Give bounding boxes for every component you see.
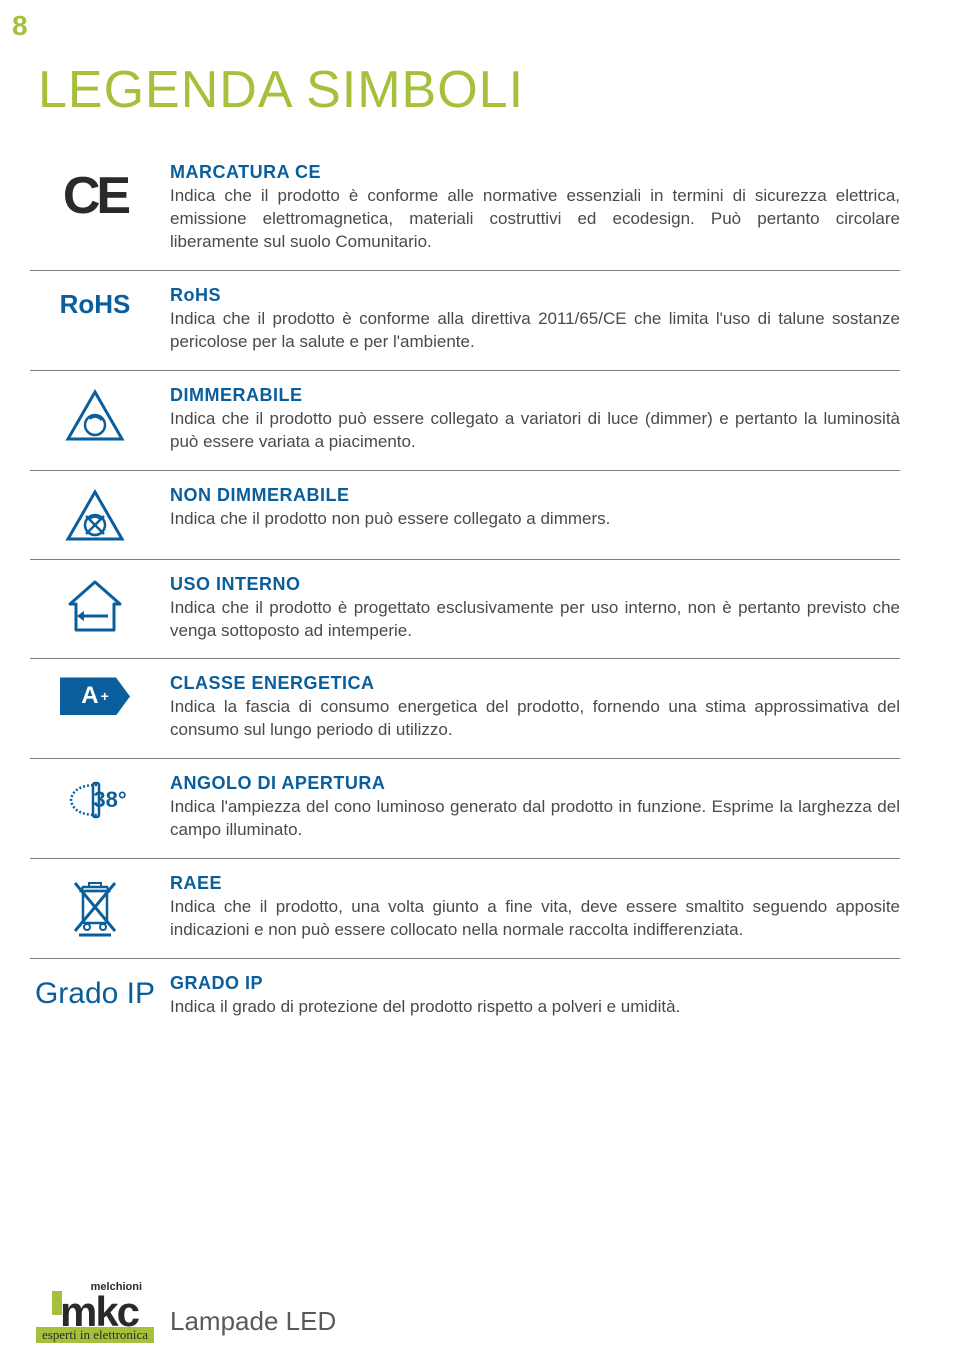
- symbol-item-non-dimmerabile: NON DIMMERABILE Indica che il prodotto n…: [30, 471, 900, 560]
- item-title: USO INTERNO: [170, 574, 900, 595]
- item-desc: Indica che il prodotto non può essere co…: [170, 508, 900, 531]
- symbol-item-uso-interno: USO INTERNO Indica che il prodotto è pro…: [30, 560, 900, 660]
- item-desc: Indica che il prodotto può essere colleg…: [170, 408, 900, 454]
- item-title: NON DIMMERABILE: [170, 485, 900, 506]
- footer-section-title: Lampade LED: [160, 1306, 336, 1343]
- beam-angle-icon: 38°: [30, 773, 160, 823]
- item-desc: Indica che il prodotto è progettato escl…: [170, 597, 900, 643]
- page-footer: melchioni mkc esperti in elettronica Lam…: [30, 1281, 900, 1343]
- page-title: LEGENDA SIMBOLI: [38, 60, 900, 120]
- rohs-icon: RoHS: [30, 285, 160, 320]
- symbol-item-ce: CE MARCATURA CE Indica che il prodotto è…: [30, 148, 900, 271]
- page-number: 8: [12, 10, 28, 42]
- ce-mark-icon: CE: [30, 162, 160, 226]
- symbol-item-dimmerabile: DIMMERABILE Indica che il prodotto può e…: [30, 371, 900, 471]
- ip-rating-icon: Grado IP: [30, 973, 160, 1011]
- item-title: CLASSE ENERGETICA: [170, 673, 900, 694]
- item-title: RoHS: [170, 285, 900, 306]
- symbol-item-raee: RAEE Indica che il prodotto, una volta g…: [30, 859, 900, 959]
- item-desc: Indica che il prodotto, una volta giunto…: [170, 896, 900, 942]
- item-title: ANGOLO DI APERTURA: [170, 773, 900, 794]
- item-desc: Indica l'ampiezza del cono luminoso gene…: [170, 796, 900, 842]
- item-title: GRADO IP: [170, 973, 900, 994]
- symbol-item-rohs: RoHS RoHS Indica che il prodotto è confo…: [30, 271, 900, 371]
- item-desc: Indica la fascia di consumo energetica d…: [170, 696, 900, 742]
- symbol-item-grado-ip: Grado IP GRADO IP Indica il grado di pro…: [30, 959, 900, 1035]
- item-title: RAEE: [170, 873, 900, 894]
- dimmable-icon: [30, 385, 160, 443]
- item-title: DIMMERABILE: [170, 385, 900, 406]
- symbol-item-angolo-apertura: 38° ANGOLO DI APERTURA Indica l'ampiezza…: [30, 759, 900, 859]
- indoor-use-icon: [30, 574, 160, 636]
- item-desc: Indica che il prodotto è conforme alle n…: [170, 185, 900, 254]
- item-desc: Indica il grado di protezione del prodot…: [170, 996, 900, 1019]
- item-title: MARCATURA CE: [170, 162, 900, 183]
- non-dimmable-icon: [30, 485, 160, 543]
- brand-logo: melchioni mkc esperti in elettronica: [30, 1281, 160, 1343]
- weee-icon: [30, 873, 160, 939]
- item-desc: Indica che il prodotto è conforme alla d…: [170, 308, 900, 354]
- symbol-item-classe-energetica: A+ CLASSE ENERGETICA Indica la fascia di…: [30, 659, 900, 759]
- energy-class-icon: A+: [30, 673, 160, 715]
